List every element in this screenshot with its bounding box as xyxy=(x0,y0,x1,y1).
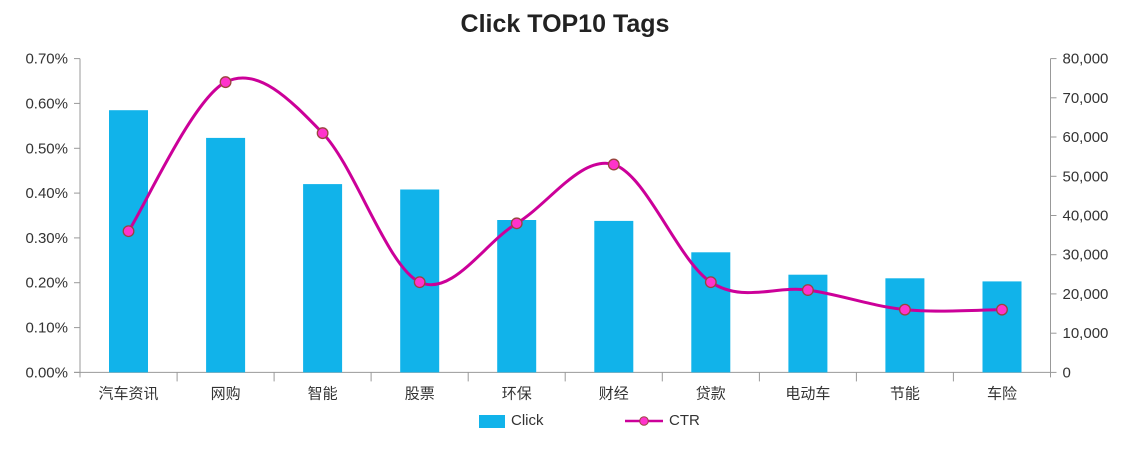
svg-text:0.20%: 0.20% xyxy=(25,275,68,292)
svg-text:智能: 智能 xyxy=(308,384,338,402)
svg-text:股票: 股票 xyxy=(405,385,435,402)
svg-text:60,000: 60,000 xyxy=(1063,129,1109,146)
svg-text:0.30%: 0.30% xyxy=(25,230,68,247)
svg-text:50,000: 50,000 xyxy=(1063,168,1109,185)
svg-text:汽车资讯: 汽车资讯 xyxy=(98,385,158,402)
svg-text:贷款: 贷款 xyxy=(696,385,726,402)
svg-text:0.40%: 0.40% xyxy=(25,185,68,202)
svg-text:20,000: 20,000 xyxy=(1063,286,1109,303)
svg-text:节能: 节能 xyxy=(890,385,920,402)
svg-text:40,000: 40,000 xyxy=(1063,208,1109,225)
svg-text:0.50%: 0.50% xyxy=(25,140,68,157)
svg-text:车险: 车险 xyxy=(987,385,1017,402)
svg-text:80,000: 80,000 xyxy=(1063,51,1109,68)
svg-text:0.70%: 0.70% xyxy=(25,51,68,68)
svg-text:环保: 环保 xyxy=(502,385,532,402)
svg-text:财经: 财经 xyxy=(599,385,629,402)
svg-text:0.10%: 0.10% xyxy=(25,320,68,337)
svg-text:0.00%: 0.00% xyxy=(25,364,68,381)
svg-text:10,000: 10,000 xyxy=(1063,325,1109,342)
svg-text:电动车: 电动车 xyxy=(785,385,830,402)
svg-text:70,000: 70,000 xyxy=(1063,90,1109,107)
svg-text:0: 0 xyxy=(1063,364,1071,381)
svg-text:0.60%: 0.60% xyxy=(25,95,68,112)
svg-text:30,000: 30,000 xyxy=(1063,247,1109,264)
svg-text:网购: 网购 xyxy=(211,385,241,402)
